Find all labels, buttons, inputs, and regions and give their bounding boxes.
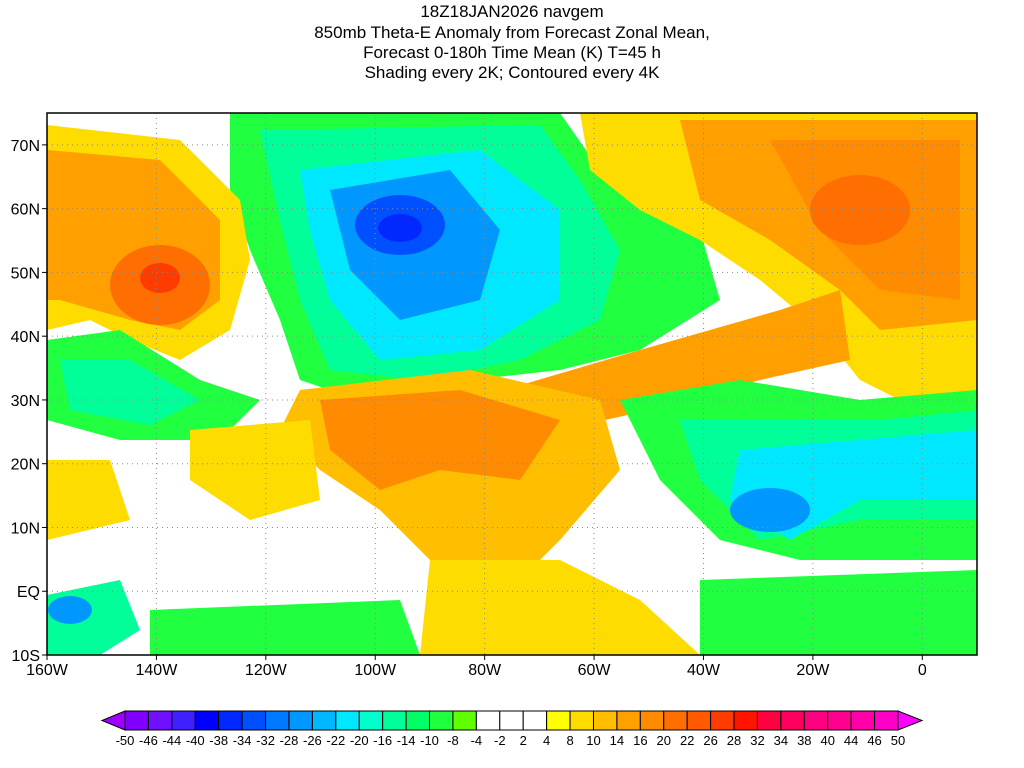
colorbar-box: [780, 710, 805, 731]
colorbar-box: [171, 710, 196, 731]
colorbar-label: -28: [280, 733, 299, 748]
colorbar-box: [686, 710, 712, 731]
title-line-3: Forecast 0-180h Time Mean (K) T=45 h: [363, 43, 661, 62]
colorbar-label: -34: [233, 733, 252, 748]
colorbar-label: 50: [891, 733, 905, 748]
colorbar-label: -22: [326, 733, 345, 748]
y-tick-label: 30N: [11, 393, 40, 410]
colorbar-label: 2: [520, 733, 527, 748]
colorbar-box: [616, 710, 641, 731]
colorbar-label: -38: [209, 733, 228, 748]
y-tick-label: 70N: [11, 138, 40, 155]
colorbar-box: [874, 710, 899, 731]
colorbar-label: 34: [774, 733, 788, 748]
colorbar-label: 32: [750, 733, 764, 748]
colorbar-label: 16: [633, 733, 647, 748]
colorbar-box: [241, 710, 267, 731]
y-tick-label: 40N: [11, 329, 40, 346]
colorbar-box: [756, 710, 782, 731]
colorbar-label: 38: [797, 733, 811, 748]
colorbar-box: [592, 710, 618, 731]
colorbar-box: [358, 710, 384, 731]
colorbar-box: [311, 710, 337, 731]
colorbar-under-triangle: [100, 710, 126, 731]
colorbar-box: [803, 710, 829, 731]
colorbar-over-triangle: [897, 710, 924, 731]
colorbar-box: [827, 710, 852, 731]
colorbar-box: [710, 710, 735, 731]
x-tick-label: 160W: [26, 662, 69, 679]
colorbar-label: 44: [844, 733, 858, 748]
colorbar-box: [639, 710, 665, 731]
colorbar-box: [663, 710, 688, 731]
colorbar-box: [452, 710, 477, 731]
y-tick-label: 10S: [12, 648, 40, 665]
x-tick-label: 120W: [245, 662, 288, 679]
colorbar-box: [522, 710, 548, 731]
plot-frame: [46, 112, 978, 656]
colorbar-label: -50: [116, 733, 135, 748]
colorbar-box: [850, 710, 876, 731]
title-line-2: 850mb Theta-E Anomaly from Forecast Zona…: [314, 23, 710, 42]
x-tick-label: 0: [918, 662, 927, 679]
title-line-4: Shading every 2K; Contoured every 4K: [364, 63, 660, 82]
colorbar-label: 20: [657, 733, 671, 748]
x-axis: 160W 140W 120W 100W 80W 60W 40W 20W 0: [26, 655, 927, 679]
y-tick-label: 10N: [11, 520, 40, 537]
colorbar-label: 8: [566, 733, 573, 748]
colorbar-box: [288, 710, 313, 731]
colorbar-box: [429, 710, 454, 731]
colorbar-box: [499, 710, 524, 731]
y-axis: 10S EQ 10N 20N 30N 40N 50N 60N 70N: [11, 138, 47, 665]
colorbar-box: [265, 710, 290, 731]
colorbar-box: [335, 710, 360, 731]
colorbar-label: -8: [447, 733, 459, 748]
colorbar: -50 -46 -44 -40 -38 -34 -32 -28 -26 -22 -20 -16 -14-…: [100, 710, 924, 748]
colorbar-box: [569, 710, 594, 731]
x-tick-label: 40W: [687, 662, 721, 679]
colorbar-label: 14: [610, 733, 624, 748]
x-tick-label: 100W: [354, 662, 397, 679]
colorbar-box: [194, 710, 220, 731]
x-tick-label: 20W: [796, 662, 830, 679]
y-tick-label: EQ: [17, 584, 40, 601]
colorbar-box: [382, 710, 407, 731]
colorbar-label: 26: [703, 733, 717, 748]
colorbar-label: -32: [256, 733, 275, 748]
colorbar-label: 40: [820, 733, 834, 748]
colorbar-label: 22: [680, 733, 694, 748]
colorbar-label: -14: [397, 733, 416, 748]
colorbar-label: 10: [586, 733, 600, 748]
x-tick-label: 140W: [136, 662, 179, 679]
x-tick-label: 80W: [468, 662, 502, 679]
colorbar-label: -44: [162, 733, 181, 748]
colorbar-box: [147, 710, 173, 731]
y-tick-label: 60N: [11, 202, 40, 219]
colorbar-label: -40: [186, 733, 205, 748]
colorbar-label: 46: [867, 733, 881, 748]
colorbar-label: -10: [420, 733, 439, 748]
colorbar-box: [124, 710, 149, 731]
title-line-1: 18Z18JAN2026 navgem: [420, 2, 604, 21]
colorbar-label: -16: [373, 733, 392, 748]
x-tick-label: 60W: [578, 662, 612, 679]
y-tick-label: 20N: [11, 457, 40, 474]
colorbar-label: -26: [303, 733, 322, 748]
colorbar-label: -20: [350, 733, 369, 748]
colorbar-box: [546, 710, 571, 731]
y-tick-label: 50N: [11, 265, 40, 282]
colorbar-box: [405, 710, 431, 731]
colorbar-box: [218, 710, 243, 731]
colorbar-label: 28: [727, 733, 741, 748]
shaded-field: [47, 113, 977, 655]
colorbar-label: -46: [139, 733, 158, 748]
colorbar-label: -2: [494, 733, 506, 748]
colorbar-label: 4: [543, 733, 550, 748]
colorbar-label: -4: [471, 733, 483, 748]
colorbar-box: [733, 710, 758, 731]
colorbar-box: [475, 710, 501, 731]
